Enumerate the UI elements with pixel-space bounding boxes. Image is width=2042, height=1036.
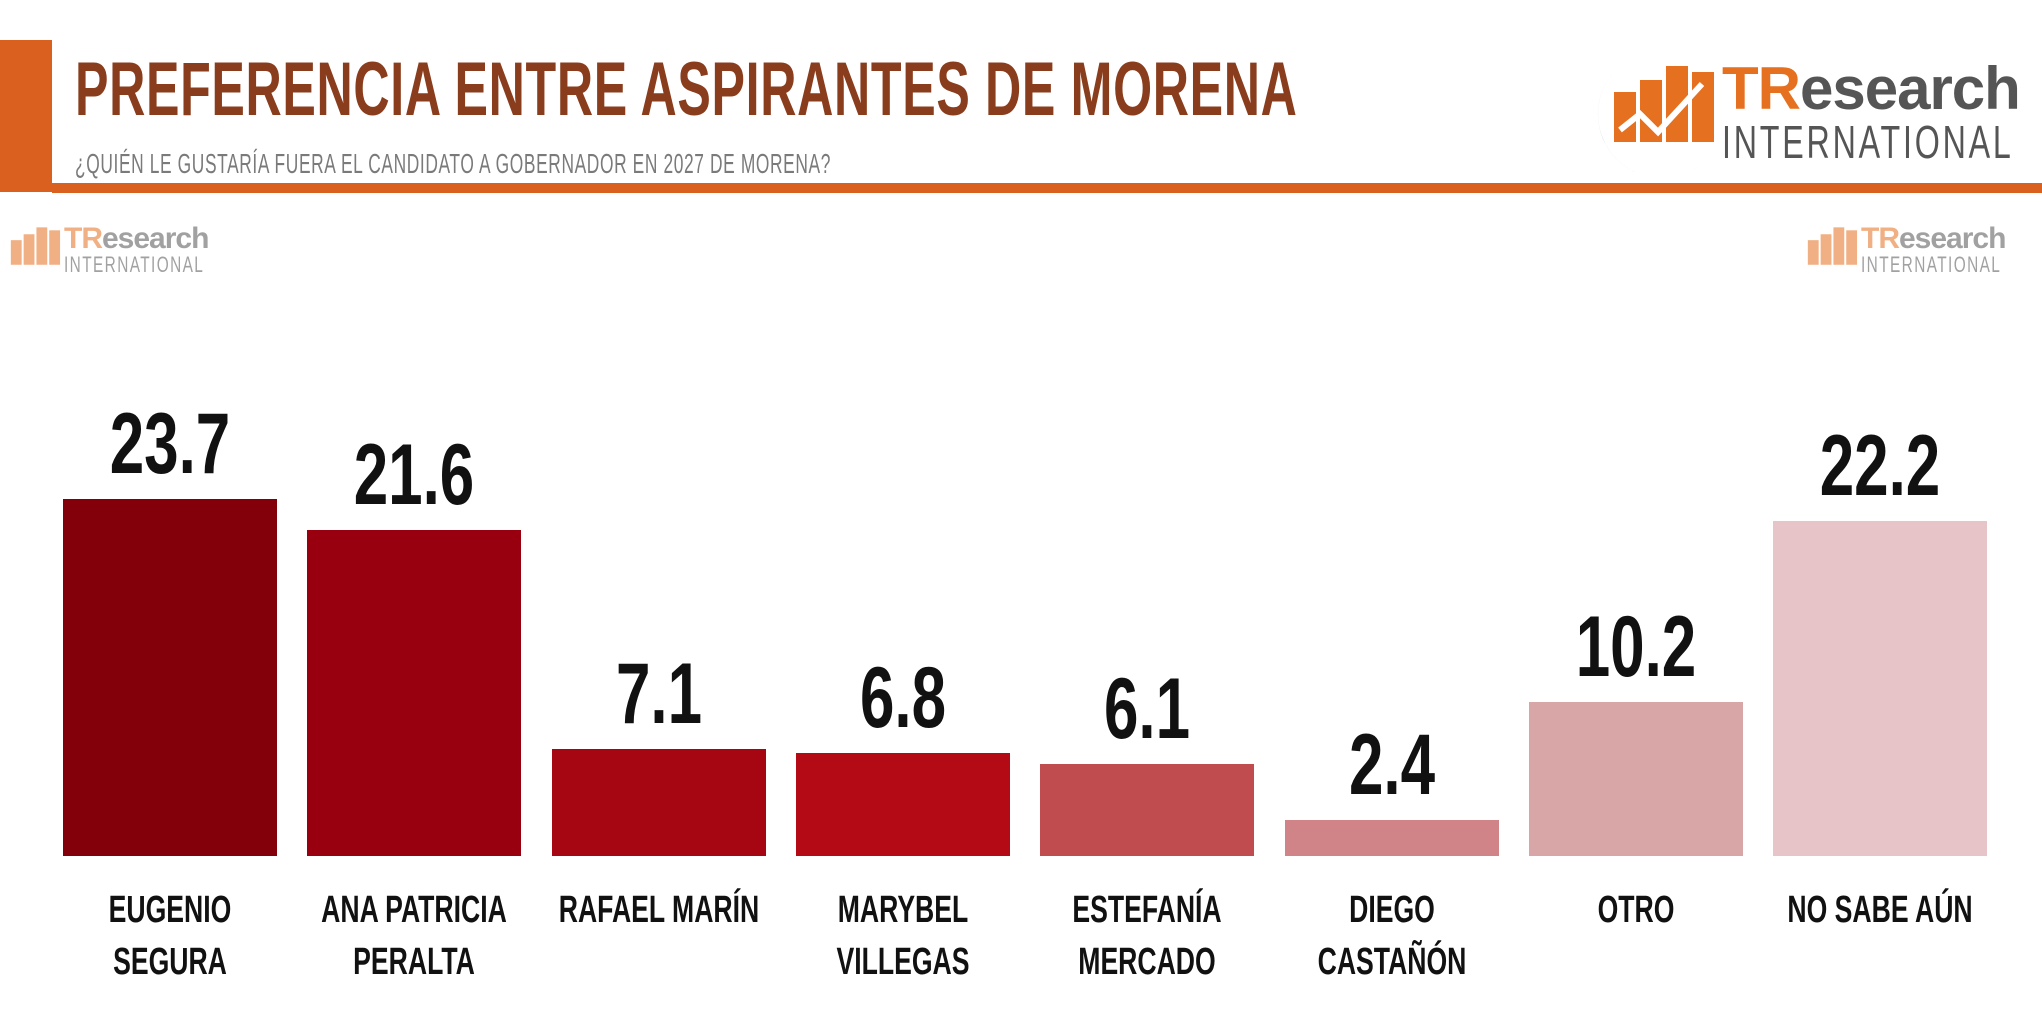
category-label: ANA PATRICIA PERALTA: [321, 889, 508, 984]
bar: [63, 498, 277, 856]
bar: [1773, 521, 1988, 856]
data-label: 2.4: [1348, 716, 1435, 813]
category-label: ESTEFANÍA MERCADO: [1072, 889, 1222, 984]
logo-brand-tr: TR: [1861, 222, 1900, 255]
logo-chart-icon: [1799, 226, 1858, 280]
data-label: 22.2: [1819, 418, 1941, 515]
category-label: EUGENIO SEGURA: [108, 889, 232, 984]
logo-brand-rest: esearch: [102, 222, 209, 255]
data-label: 6.8: [859, 650, 946, 747]
bar: [1284, 819, 1499, 856]
logo-tagline: INTERNATIONAL: [64, 252, 205, 277]
bar: [795, 753, 1010, 856]
header-divider: [52, 183, 2042, 193]
category-label: RAFAEL MARÍN: [558, 889, 759, 931]
bar: [307, 530, 522, 856]
logo-brand-tr: TR: [64, 222, 103, 255]
logo-tagline: INTERNATIONAL: [1722, 116, 2014, 168]
data-label: 23.7: [109, 395, 231, 492]
category-label: NO SABE AÚN: [1787, 889, 1973, 931]
data-label: 6.1: [1104, 661, 1191, 757]
page-subtitle: ¿QUIÉN LE GUSTARÍA FUERA EL CANDIDATO A …: [75, 148, 832, 179]
category-label: MARYBEL VILLEGAS: [836, 889, 970, 984]
category-label: DIEGO CASTAÑÓN: [1317, 889, 1466, 984]
logo-brand-rest: esearch: [1899, 222, 2006, 255]
logo-chart-icon: [1597, 64, 1714, 172]
logo-brand-tr: TR: [1722, 55, 1801, 122]
logo-brand-rest: esearch: [1799, 55, 2021, 122]
data-label: 21.6: [354, 427, 475, 524]
data-label: 10.2: [1575, 599, 1697, 696]
logo-chart-icon: [2, 226, 61, 280]
bar: [551, 748, 766, 856]
header-accent-bar: [0, 40, 52, 192]
bar: [1528, 702, 1743, 856]
data-label: 7.1: [615, 645, 702, 742]
category-label: OTRO: [1597, 889, 1675, 931]
logo-main: TResearch INTERNATIONAL: [1592, 52, 2042, 172]
bar: [1040, 764, 1255, 856]
logo-watermark-right: TResearch INTERNATIONAL: [1797, 220, 2042, 280]
logo-watermark-left: TResearch INTERNATIONAL: [0, 220, 264, 280]
logo-tagline: INTERNATIONAL: [1861, 252, 2002, 277]
page-title: PREFERENCIA ENTRE ASPIRANTES DE MORENA: [75, 47, 1298, 132]
